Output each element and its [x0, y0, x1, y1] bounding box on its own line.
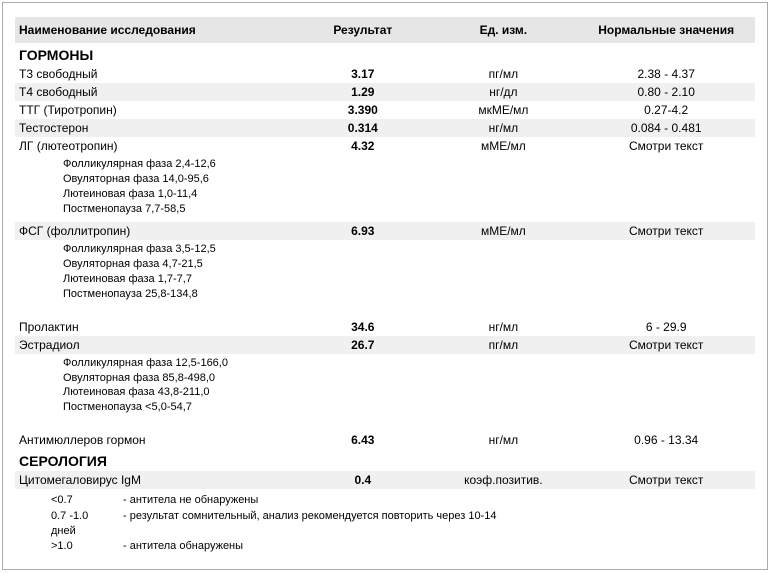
test-result: 0.4	[296, 471, 429, 489]
table-row: ТТГ (Тиротропин)3.390мкМЕ/мл0.27-4.2	[15, 101, 755, 119]
note-line: Лютеиновая фаза 1,0-11,4	[63, 187, 751, 202]
gap-row	[15, 421, 755, 431]
col-header-result: Результат	[296, 17, 429, 43]
col-header-ref: Нормальные значения	[577, 17, 755, 43]
reference-notes: Фолликулярная фаза 3,5-12,5Овуляторная ф…	[15, 240, 755, 307]
notes-row: Фолликулярная фаза 12,5-166,0Овуляторная…	[15, 354, 755, 421]
test-result: 1.29	[296, 83, 429, 101]
interpretation-line: 0.7 -1.0- результат сомнительный, анализ…	[51, 509, 751, 524]
test-ref: 0.80 - 2.10	[577, 83, 755, 101]
section-title-row: СЕРОЛОГИЯ	[15, 449, 755, 471]
note-line: Овуляторная фаза 85,8-498,0	[63, 371, 751, 386]
test-unit: нг/мл	[429, 431, 577, 449]
test-name: ФСГ (фоллитропин)	[15, 222, 296, 240]
table-row: Антимюллеров гормон6.43нг/мл0.96 - 13.34	[15, 431, 755, 449]
notes-row: Фолликулярная фаза 2,4-12,6Овуляторная ф…	[15, 155, 755, 222]
test-name: Пролактин	[15, 318, 296, 336]
note-line: Фолликулярная фаза 2,4-12,6	[63, 157, 751, 172]
interpretation-key: >1.0	[51, 539, 123, 554]
gap-row	[15, 308, 755, 318]
test-unit: пг/мл	[429, 65, 577, 83]
note-line: Постменопауза 7,7-58,5	[63, 202, 751, 217]
test-ref: Смотри текст	[577, 222, 755, 240]
note-line: Фолликулярная фаза 12,5-166,0	[63, 356, 751, 371]
top-crumb	[15, 3, 755, 17]
table-row: ЛГ (лютеотропин)4.32мМЕ/млСмотри текст	[15, 137, 755, 155]
test-unit: нг/мл	[429, 318, 577, 336]
test-name: Т3 свободный	[15, 65, 296, 83]
note-line: Овуляторная фаза 14,0-95,6	[63, 172, 751, 187]
note-line: Постменопауза <5,0-54,7	[63, 400, 751, 415]
test-ref: 0.96 - 13.34	[577, 431, 755, 449]
col-header-unit: Ед. изм.	[429, 17, 577, 43]
test-unit: мМЕ/мл	[429, 137, 577, 155]
results-body: ГОРМОНЫТ3 свободный3.17пг/мл2.38 - 4.37Т…	[15, 43, 755, 489]
test-ref: Смотри текст	[577, 336, 755, 354]
results-table: Наименование исследования Результат Ед. …	[15, 17, 755, 489]
section-title-row: ГОРМОНЫ	[15, 43, 755, 65]
table-row: Т4 свободный1.29нг/дл0.80 - 2.10	[15, 83, 755, 101]
section-title: ГОРМОНЫ	[15, 43, 755, 65]
table-row: Цитомегаловирус IgM0.4коэф.позитив.Смотр…	[15, 471, 755, 489]
header-row: Наименование исследования Результат Ед. …	[15, 17, 755, 43]
table-row: Пролактин34.6нг/мл6 - 29.9	[15, 318, 755, 336]
lab-report-sheet: Наименование исследования Результат Ед. …	[2, 2, 768, 570]
interpretation-key: 0.7 -1.0	[51, 509, 123, 524]
test-result: 4.32	[296, 137, 429, 155]
test-result: 3.17	[296, 65, 429, 83]
table-row: Т3 свободный3.17пг/мл2.38 - 4.37	[15, 65, 755, 83]
test-name: Эстрадиол	[15, 336, 296, 354]
test-unit: мМЕ/мл	[429, 222, 577, 240]
test-result: 3.390	[296, 101, 429, 119]
notes-row: Фолликулярная фаза 3,5-12,5Овуляторная ф…	[15, 240, 755, 307]
reference-notes: Фолликулярная фаза 12,5-166,0Овуляторная…	[15, 354, 755, 421]
test-unit: нг/дл	[429, 83, 577, 101]
test-name: ЛГ (лютеотропин)	[15, 137, 296, 155]
test-ref: Смотри текст	[577, 137, 755, 155]
note-line: Фолликулярная фаза 3,5-12,5	[63, 242, 751, 257]
test-result: 34.6	[296, 318, 429, 336]
test-ref: 6 - 29.9	[577, 318, 755, 336]
col-header-name: Наименование исследования	[15, 17, 296, 43]
interpretation-text: - антитела обнаружены	[123, 539, 243, 554]
test-result: 6.43	[296, 431, 429, 449]
test-name: Т4 свободный	[15, 83, 296, 101]
reference-notes: Фолликулярная фаза 2,4-12,6Овуляторная ф…	[15, 155, 755, 222]
test-name: Антимюллеров гормон	[15, 431, 296, 449]
interpretation-line: >1.0- антитела обнаружены	[51, 539, 751, 554]
test-unit: коэф.позитив.	[429, 471, 577, 489]
test-result: 0.314	[296, 119, 429, 137]
test-result: 26.7	[296, 336, 429, 354]
test-unit: нг/мл	[429, 119, 577, 137]
table-row: ФСГ (фоллитропин)6.93мМЕ/млСмотри текст	[15, 222, 755, 240]
test-name: Тестостерон	[15, 119, 296, 137]
interpretation-text: - антитела не обнаружены	[123, 493, 258, 508]
note-line: Овуляторная фаза 4,7-21,5	[63, 257, 751, 272]
interpretation-key: <0.7	[51, 493, 123, 508]
note-line: Лютеиновая фаза 1,7-7,7	[63, 272, 751, 287]
section-title: СЕРОЛОГИЯ	[15, 449, 755, 471]
interpretation-line: <0.7- антитела не обнаружены	[51, 493, 751, 508]
test-ref: 0.084 - 0.481	[577, 119, 755, 137]
interpretation-cont: дней	[51, 524, 751, 539]
test-name: ТТГ (Тиротропин)	[15, 101, 296, 119]
test-ref: Смотри текст	[577, 471, 755, 489]
test-unit: пг/мл	[429, 336, 577, 354]
test-ref: 0.27-4.2	[577, 101, 755, 119]
test-ref: 2.38 - 4.37	[577, 65, 755, 83]
test-unit: мкМЕ/мл	[429, 101, 577, 119]
interpretation-block: <0.7- антитела не обнаружены0.7 -1.0- ре…	[15, 489, 755, 559]
test-name: Цитомегаловирус IgM	[15, 471, 296, 489]
table-row: Тестостерон0.314нг/мл0.084 - 0.481	[15, 119, 755, 137]
note-line: Постменопауза 25,8-134,8	[63, 287, 751, 302]
test-result: 6.93	[296, 222, 429, 240]
table-row: Эстрадиол26.7пг/млСмотри текст	[15, 336, 755, 354]
note-line: Лютеиновая фаза 43,8-211,0	[63, 385, 751, 400]
interpretation-text: - результат сомнительный, анализ рекомен…	[123, 509, 497, 524]
